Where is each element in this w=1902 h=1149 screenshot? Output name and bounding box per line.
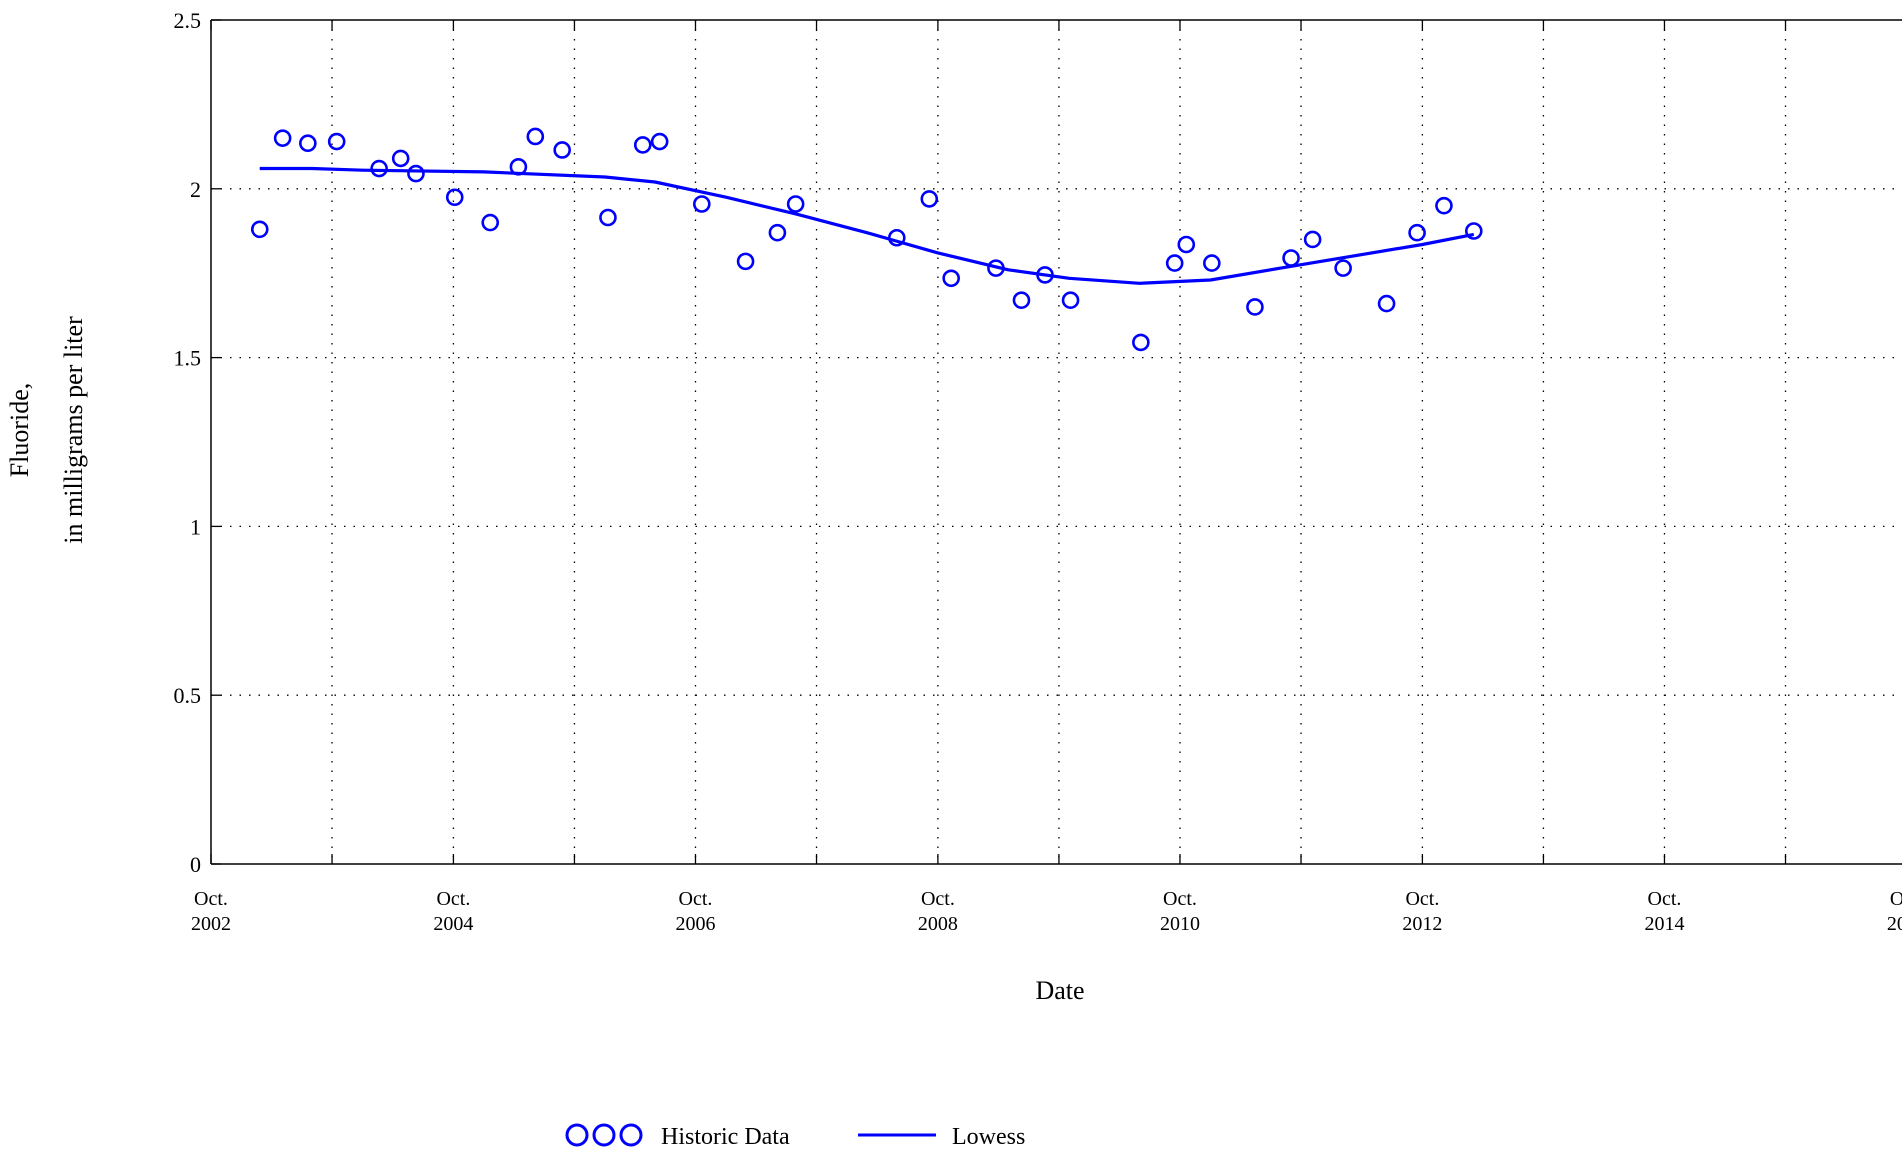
- legend-lowess-label: Lowess: [952, 1124, 1025, 1149]
- legend-marker-circle: [619, 1123, 643, 1147]
- data-point: [1165, 254, 1184, 272]
- data-point: [1334, 259, 1352, 277]
- data-point: [509, 158, 528, 176]
- x-tick-label-month: Oct.: [921, 888, 955, 910]
- data-point: [1303, 230, 1322, 249]
- x-tick-label-month: Oct.: [1648, 888, 1682, 910]
- data-point: [1203, 254, 1221, 272]
- data-point: [786, 195, 805, 213]
- data-point: [1177, 235, 1196, 254]
- data-point: [481, 213, 500, 232]
- data-point: [1132, 333, 1150, 352]
- data-point: [445, 188, 464, 207]
- x-tick-label-month: Oct.: [1405, 888, 1439, 910]
- data-point: [599, 208, 617, 227]
- data-point: [736, 252, 755, 271]
- data-point: [1012, 291, 1031, 310]
- x-tick-label-year: 2006: [675, 913, 715, 935]
- data-point: [1435, 196, 1453, 215]
- legend-marker-circle: [565, 1123, 589, 1147]
- data-point: [250, 220, 269, 239]
- legend-historic-marker: [565, 1123, 643, 1147]
- y-tick-labels: 0 0.5 1 1.5 2 2.5: [174, 8, 202, 877]
- x-tick-label-year: 2004: [433, 913, 473, 935]
- legend: Historic Data Lowess: [565, 1123, 1025, 1149]
- x-tick-label-year: 2010: [1160, 913, 1200, 935]
- x-tick-label-year: 2012: [1402, 913, 1442, 935]
- x-tick-labels: Oct. 2002 Oct. 2004 Oct. 2006 Oct. 2008 Oct. 2010…: [191, 888, 1902, 935]
- legend-historic-label: Historic Data: [661, 1124, 790, 1149]
- data-point: [299, 134, 317, 153]
- data-point: [553, 141, 571, 159]
- axes: [210, 19, 1902, 865]
- y-tick-label: 1: [190, 514, 201, 539]
- x-tick-label-month: Oct.: [679, 888, 713, 910]
- grid-lines: [211, 20, 1902, 864]
- data-point: [920, 190, 939, 208]
- data-point: [1036, 266, 1054, 284]
- data-point: [1408, 223, 1426, 242]
- data-point: [1282, 249, 1300, 267]
- data-point: [1246, 298, 1264, 316]
- y-tick-label: 1.5: [174, 346, 202, 371]
- data-point: [987, 259, 1005, 277]
- x-tick-label-year: 2014: [1644, 913, 1684, 935]
- data-point: [768, 223, 787, 242]
- x-tick-label-month: Oct.: [436, 888, 470, 910]
- data-point: [692, 195, 711, 213]
- y-axis-label: Fluoride, in milligrams per liter: [5, 316, 88, 544]
- data-point: [887, 228, 906, 247]
- x-tick-label-month: Oct.: [194, 888, 228, 910]
- x-tick-label-year: 2002: [191, 913, 231, 935]
- y-tick-label: 0: [190, 852, 201, 877]
- y-axis-label-line1: Fluoride,: [5, 383, 34, 478]
- data-point: [526, 127, 545, 146]
- data-point: [370, 159, 388, 178]
- x-axis-label: Date: [1035, 976, 1084, 1005]
- x-tick-label-month: Oct.: [1890, 888, 1902, 910]
- data-point: [391, 149, 410, 168]
- data-point: [327, 132, 346, 151]
- data-point: [1061, 291, 1080, 310]
- x-tick-label-year: 2016: [1887, 913, 1902, 935]
- y-axis-label-line2: in milligrams per liter: [59, 316, 88, 544]
- data-point: [942, 269, 960, 288]
- data-point: [1464, 222, 1483, 240]
- data-point: [407, 164, 425, 183]
- y-tick-label: 2: [190, 177, 201, 202]
- y-tick-label: 2.5: [174, 8, 202, 33]
- y-tick-label: 0.5: [174, 683, 202, 708]
- data-point: [1377, 294, 1396, 313]
- data-point: [650, 132, 669, 151]
- data-point: [633, 136, 652, 154]
- legend-marker-circle: [592, 1123, 616, 1147]
- historic-data-series: [250, 127, 1483, 352]
- x-tick-label-year: 2008: [918, 913, 958, 935]
- x-tick-label-month: Oct.: [1163, 888, 1197, 910]
- data-point: [273, 129, 292, 147]
